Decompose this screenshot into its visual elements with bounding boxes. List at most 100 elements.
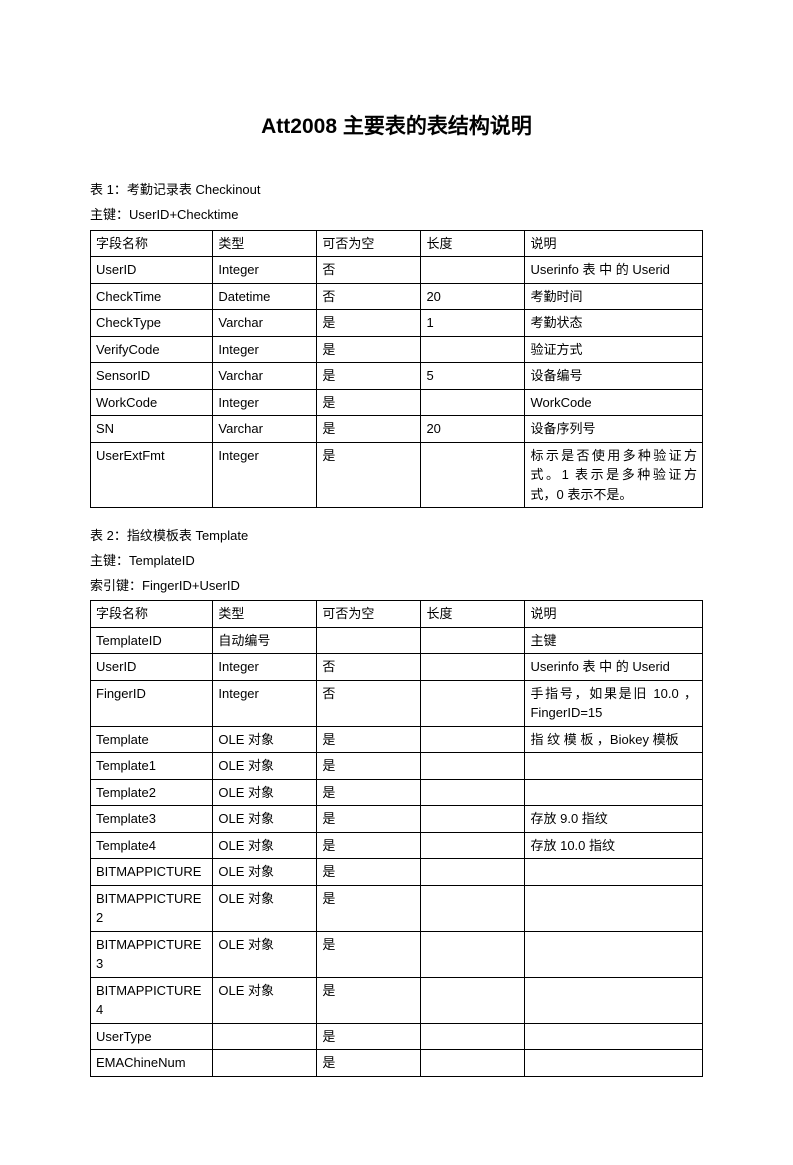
table2-caption-1: 表 2：指纹模板表 Template [90, 526, 703, 547]
cell [421, 977, 525, 1023]
cell: SensorID [91, 363, 213, 390]
cell [421, 931, 525, 977]
cell: OLE 对象 [213, 726, 317, 753]
table1-header-cell: 类型 [213, 230, 317, 257]
table-row: Template3OLE 对象是存放 9.0 指纹 [91, 806, 703, 833]
cell: 20 [421, 416, 525, 443]
cell: 20 [421, 283, 525, 310]
cell: OLE 对象 [213, 885, 317, 931]
cell [421, 389, 525, 416]
table-row: EMAChineNum是 [91, 1050, 703, 1077]
cell [421, 726, 525, 753]
table2-caption-3: 索引键：FingerID+UserID [90, 576, 703, 597]
cell: VerifyCode [91, 336, 213, 363]
cell: CheckTime [91, 283, 213, 310]
cell: Userinfo 表 中 的 Userid [525, 654, 703, 681]
table2-header-cell: 可否为空 [317, 601, 421, 628]
cell [525, 1023, 703, 1050]
table1: 字段名称 类型 可否为空 长度 说明 UserIDInteger否Userinf… [90, 230, 703, 509]
cell [421, 885, 525, 931]
cell: Integer [213, 257, 317, 284]
cell: 是 [317, 779, 421, 806]
cell: OLE 对象 [213, 806, 317, 833]
cell: 标示是否使用多种验证方式。1 表示是多种验证方式，0 表示不是。 [525, 442, 703, 508]
table-row: UserIDInteger否Userinfo 表 中 的 Userid [91, 654, 703, 681]
table1-caption-1: 表 1：考勤记录表 Checkinout [90, 180, 703, 201]
cell: Template1 [91, 753, 213, 780]
cell: BITMAPPICTURE4 [91, 977, 213, 1023]
cell: 主键 [525, 627, 703, 654]
table1-header-cell: 字段名称 [91, 230, 213, 257]
table-row: TemplateOLE 对象是指 纹 模 板 ，Biokey 模板 [91, 726, 703, 753]
cell [525, 885, 703, 931]
cell: Userinfo 表 中 的 Userid [525, 257, 703, 284]
cell: 设备序列号 [525, 416, 703, 443]
cell: Template2 [91, 779, 213, 806]
cell: 是 [317, 310, 421, 337]
cell: 是 [317, 336, 421, 363]
table-row: CheckTimeDatetime否20考勤时间 [91, 283, 703, 310]
cell: 考勤时间 [525, 283, 703, 310]
table2-caption-2: 主键：TemplateID [90, 551, 703, 572]
cell: Integer [213, 442, 317, 508]
cell: 是 [317, 389, 421, 416]
cell: 是 [317, 753, 421, 780]
table-row: BITMAPPICTURE2OLE 对象是 [91, 885, 703, 931]
cell: Varchar [213, 310, 317, 337]
cell: Integer [213, 336, 317, 363]
cell: Template3 [91, 806, 213, 833]
cell: FingerID [91, 680, 213, 726]
cell: UserID [91, 654, 213, 681]
cell [421, 753, 525, 780]
cell [213, 1050, 317, 1077]
table2-header-cell: 说明 [525, 601, 703, 628]
cell: Integer [213, 389, 317, 416]
cell: 是 [317, 726, 421, 753]
cell [525, 859, 703, 886]
cell: 是 [317, 885, 421, 931]
cell: 是 [317, 977, 421, 1023]
cell: BITMAPPICTURE2 [91, 885, 213, 931]
cell: UserExtFmt [91, 442, 213, 508]
cell: UserType [91, 1023, 213, 1050]
cell: 否 [317, 680, 421, 726]
cell: OLE 对象 [213, 779, 317, 806]
cell: 存放 10.0 指纹 [525, 832, 703, 859]
table2-header-row: 字段名称 类型 可否为空 长度 说明 [91, 601, 703, 628]
table-row: Template1OLE 对象是 [91, 753, 703, 780]
cell: 存放 9.0 指纹 [525, 806, 703, 833]
table-row: UserType 是 [91, 1023, 703, 1050]
cell: OLE 对象 [213, 931, 317, 977]
cell: 是 [317, 1023, 421, 1050]
cell: SN [91, 416, 213, 443]
cell: OLE 对象 [213, 753, 317, 780]
cell: 是 [317, 931, 421, 977]
cell [421, 442, 525, 508]
cell: Datetime [213, 283, 317, 310]
cell [421, 336, 525, 363]
cell [525, 931, 703, 977]
cell: 是 [317, 1050, 421, 1077]
cell: WorkCode [525, 389, 703, 416]
table-row: VerifyCodeInteger是 验证方式 [91, 336, 703, 363]
cell: 否 [317, 283, 421, 310]
cell: Varchar [213, 363, 317, 390]
cell: WorkCode [91, 389, 213, 416]
table1-header-cell: 可否为空 [317, 230, 421, 257]
table2: 字段名称 类型 可否为空 长度 说明 TemplateID自动编号主键 User… [90, 600, 703, 1077]
cell: 是 [317, 832, 421, 859]
cell: OLE 对象 [213, 977, 317, 1023]
table-row: BITMAPPICTURE3OLE 对象是 [91, 931, 703, 977]
table-row: FingerIDInteger否手指号，如果是旧 10.0 ，FingerID=… [91, 680, 703, 726]
cell [525, 1050, 703, 1077]
cell: Template4 [91, 832, 213, 859]
cell: 验证方式 [525, 336, 703, 363]
cell [421, 1023, 525, 1050]
table-row: WorkCodeInteger是WorkCode [91, 389, 703, 416]
table-row: UserExtFmtInteger是标示是否使用多种验证方式。1 表示是多种验证… [91, 442, 703, 508]
cell: Template [91, 726, 213, 753]
cell: 5 [421, 363, 525, 390]
cell [525, 977, 703, 1023]
table2-header-cell: 字段名称 [91, 601, 213, 628]
cell: 考勤状态 [525, 310, 703, 337]
